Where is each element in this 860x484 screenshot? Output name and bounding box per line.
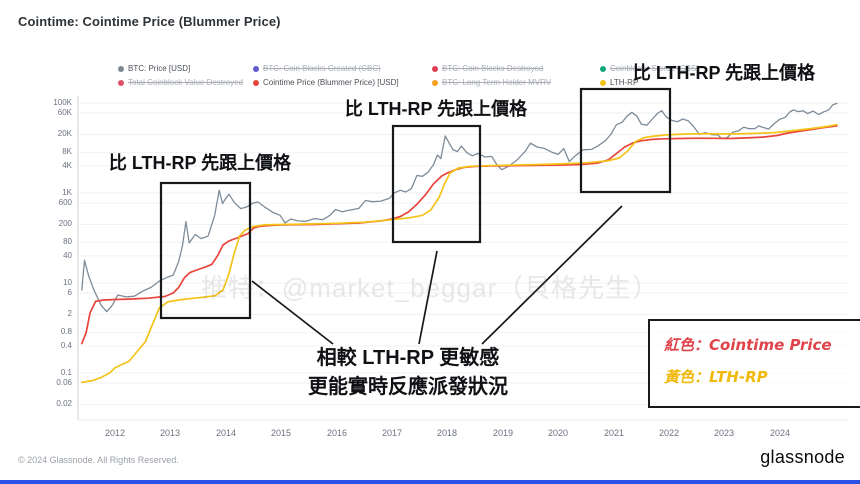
y-axis-tick-label: 100K xyxy=(53,98,72,107)
y-axis-tick-label: 8K xyxy=(62,147,72,156)
legend-item-label: BTC: Price [USD] xyxy=(128,64,191,73)
copyright-text: © 2024 Glassnode. All Rights Reserved. xyxy=(18,455,179,465)
bottom-note-line2: 更能實時反應派發狀況 xyxy=(308,376,508,398)
x-axis-tick-label: 2019 xyxy=(492,428,514,438)
chart-legend: BTC: Price [USD] BTC: Coin Blocks Created… xyxy=(0,0,860,95)
x-axis-tick-label: 2013 xyxy=(159,428,181,438)
x-axis-tick-label: 2024 xyxy=(769,428,791,438)
highlight-box-3 xyxy=(579,87,672,194)
legend-item-label: BTC: Coin Blocks Created (CBC) xyxy=(263,64,381,73)
handwritten-legend-yellow: 黃色：LTH-RP xyxy=(664,368,768,386)
y-axis-tick-label: 40 xyxy=(63,251,72,260)
y-axis-tick-label: 6 xyxy=(67,288,72,297)
x-axis-tick-label: 2018 xyxy=(436,428,458,438)
highlight-box-1 xyxy=(159,181,252,320)
y-axis-tick-label: 0.8 xyxy=(60,327,72,336)
highlight-box-2 xyxy=(391,124,482,244)
x-axis-tick-label: 2016 xyxy=(326,428,348,438)
legend-dot-icon xyxy=(253,79,259,86)
handwritten-legend-box: 紅色：Cointime Price 黃色：LTH-RP xyxy=(648,319,860,408)
callout-connector-line-2 xyxy=(418,250,438,345)
series-line-cointime-price-blummer-price-usd xyxy=(80,125,838,345)
callout-connector-line-1 xyxy=(251,280,334,345)
callout-connector-line-3 xyxy=(481,205,623,345)
y-axis-tick-label: 4K xyxy=(62,161,72,170)
y-axis-tick-label: 0.02 xyxy=(56,399,72,408)
watermark-text: 推特：@market_beggar（貝格先生） xyxy=(200,273,660,303)
handwritten-legend-red: 紅色：Cointime Price xyxy=(664,336,832,354)
legend-item-lth-rp[interactable]: LTH-RP xyxy=(600,77,638,88)
legend-dot-icon xyxy=(600,79,606,86)
x-axis-tick-label: 2023 xyxy=(713,428,735,438)
legend-item-btc-long-term-holder-mvrv[interactable]: BTC: Long Term Holder MVRV xyxy=(432,77,551,88)
x-axis-tick-label: 2022 xyxy=(658,428,680,438)
x-axis-tick-label: 2015 xyxy=(270,428,292,438)
y-axis-tick-label: 200 xyxy=(58,219,72,228)
callout-2013-label: 比 LTH-RP 先跟上價格 xyxy=(108,153,292,173)
y-axis-tick-label: 600 xyxy=(58,198,72,207)
x-axis-tick-label: 2012 xyxy=(104,428,126,438)
callout-2021-label: 比 LTH-RP 先跟上價格 xyxy=(632,63,816,83)
legend-item-total-coinblock-value-destroyed[interactable]: Total Coinblock Value Destroyed xyxy=(118,77,243,88)
legend-item-label: LTH-RP xyxy=(610,78,639,87)
legend-item-btc-price-usd[interactable]: BTC: Price [USD] xyxy=(118,63,190,74)
legend-item-btc-coin-blocks-created-cbc[interactable]: BTC: Coin Blocks Created (CBC) xyxy=(253,63,381,74)
legend-item-label: Coinblocks Stored (CBS) xyxy=(610,64,699,73)
legend-item-coinblocks-stored-cbs[interactable]: Coinblocks Stored (CBS) xyxy=(600,63,699,74)
x-axis-tick-label: 2014 xyxy=(215,428,237,438)
legend-item-label: Total Coinblock Value Destroyed xyxy=(128,78,244,87)
y-axis-tick-label: 0.1 xyxy=(60,368,72,377)
legend-dot-icon xyxy=(432,65,438,72)
page-title: Cointime: Cointime Price (Blummer Price) xyxy=(18,14,281,29)
bottom-note-line1: 相較 LTH-RP 更敏感 xyxy=(316,347,500,369)
y-axis-tick-label: 80 xyxy=(63,237,72,246)
glassnode-logo: glassnode xyxy=(760,447,845,467)
legend-item-btc-coin-blocks-destroyed[interactable]: BTC: Coin Blocks Destroyed xyxy=(432,63,543,74)
series-line-lth-rp xyxy=(80,123,838,384)
legend-dot-icon xyxy=(118,79,124,86)
x-axis-tick-label: 2021 xyxy=(603,428,625,438)
y-axis-tick-label: 1K xyxy=(62,188,72,197)
legend-item-label: BTC: Coin Blocks Destroyed xyxy=(442,64,544,73)
series-line-btc-price-usd xyxy=(81,102,838,313)
legend-item-label: Cointime Price (Blummer Price) [USD] xyxy=(263,78,399,87)
x-axis-tick-label: 2020 xyxy=(547,428,569,438)
bottom-accent-bar xyxy=(0,480,860,484)
bottom-note: 相較 LTH-RP 更敏感 更能實時反應派發狀況 xyxy=(248,344,568,402)
y-axis-tick-label: 2 xyxy=(67,309,72,318)
x-axis-tick-label: 2017 xyxy=(381,428,403,438)
legend-item-label: BTC: Long Term Holder MVRV xyxy=(442,78,552,87)
y-axis-tick-label: 0.06 xyxy=(56,378,72,387)
y-axis-tick-label: 60K xyxy=(57,108,72,117)
legend-dot-icon xyxy=(118,65,124,72)
callout-2017-label: 比 LTH-RP 先跟上價格 xyxy=(344,99,528,119)
legend-dot-icon xyxy=(253,65,259,72)
y-axis-tick-label: 20K xyxy=(57,129,72,138)
legend-item-cointime-price-blummer-price-usd[interactable]: Cointime Price (Blummer Price) [USD] xyxy=(253,77,399,88)
y-axis-tick-label: 0.4 xyxy=(60,341,72,350)
y-axis-tick-label: 10 xyxy=(63,278,72,287)
legend-dot-icon xyxy=(432,79,438,86)
legend-dot-icon xyxy=(600,65,606,72)
